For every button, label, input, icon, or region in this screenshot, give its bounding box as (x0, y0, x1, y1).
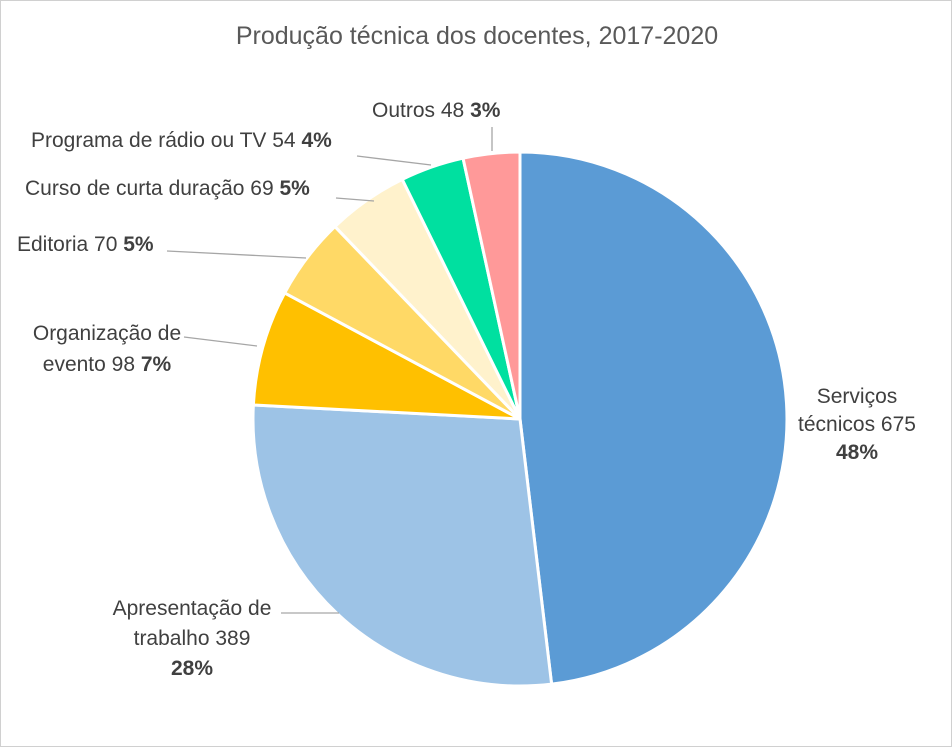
data-label-outros-percent: 3% (470, 99, 501, 122)
leader-line-programa-de-radio-ou-tv (356, 155, 432, 166)
pie-slice-outros (461, 150, 522, 421)
data-label-servicos-tecnicos-text: Serviços (817, 385, 898, 408)
data-label-servicos-tecnicos-value: 48% (836, 441, 878, 464)
data-label-apresentacao-de-trabalho-text: trabalho 389 (134, 627, 251, 650)
data-label-organizacao-de-evento-percent: 7% (141, 353, 172, 376)
data-label-apresentacao-de-trabalho-percent: 28% (171, 657, 213, 680)
leader-line-curso-de-curta-duracao (335, 197, 375, 202)
data-label-editoria-percent: 5% (123, 233, 154, 256)
data-label-apresentacao-de-trabalho-line: trabalho 389 (134, 627, 251, 650)
data-label-programa-de-radio-ou-tv-value: Programa de rádio ou TV 54 4% (31, 129, 332, 152)
pie-slice-apresentacao-de-trabalho (251, 403, 554, 688)
data-label-servicos-tecnicos-percent: 48% (836, 441, 878, 464)
data-label-organizacao-de-evento-line: Organização de (33, 322, 181, 345)
data-label-organizacao-de-evento-text: Organização de (33, 322, 181, 345)
leader-line-organizacao-de-evento (183, 336, 258, 347)
leader-lines (166, 127, 493, 614)
data-label-apresentacao-de-trabalho-text: Apresentação de (113, 597, 272, 620)
leader-line-editoria (166, 250, 307, 259)
data-label-outros-value: Outros 48 3% (372, 99, 501, 122)
data-label-outros-text: Outros 48 (372, 99, 470, 122)
data-label-servicos-tecnicos-line: Serviços (817, 385, 898, 408)
data-label-apresentacao-de-trabalho-value: 28% (171, 657, 213, 680)
data-label-servicos-tecnicos-line: técnicos 675 (798, 413, 916, 436)
chart-title: Produção técnica dos docentes, 2017-2020 (236, 22, 718, 50)
data-label-servicos-tecnicos-text: técnicos 675 (798, 413, 916, 436)
pie-slices (251, 150, 789, 688)
data-label-editoria-value: Editoria 70 5% (17, 233, 154, 256)
data-label-apresentacao-de-trabalho-line: Apresentação de (113, 597, 272, 620)
pie-slice-organizacao-de-evento (251, 291, 522, 421)
data-label-programa-de-radio-ou-tv-percent: 4% (301, 129, 332, 152)
slice-labels: Serviços técnicos 675 48% Apresentação de tr… (17, 99, 916, 680)
data-label-editoria-text: Editoria 70 (17, 233, 123, 256)
data-label-programa-de-radio-ou-tv-text: Programa de rádio ou TV 54 (31, 129, 301, 152)
data-label-curso-de-curta-duracao-value: Curso de curta duração 69 5% (25, 177, 310, 200)
data-label-curso-de-curta-duracao-percent: 5% (279, 177, 310, 200)
data-label-organizacao-de-evento-value: evento 98 7% (43, 353, 172, 376)
data-label-organizacao-de-evento-text: evento 98 (43, 353, 141, 376)
pie-slice-servicos-tecnicos (518, 150, 789, 686)
data-label-curso-de-curta-duracao-text: Curso de curta duração 69 (25, 177, 279, 200)
